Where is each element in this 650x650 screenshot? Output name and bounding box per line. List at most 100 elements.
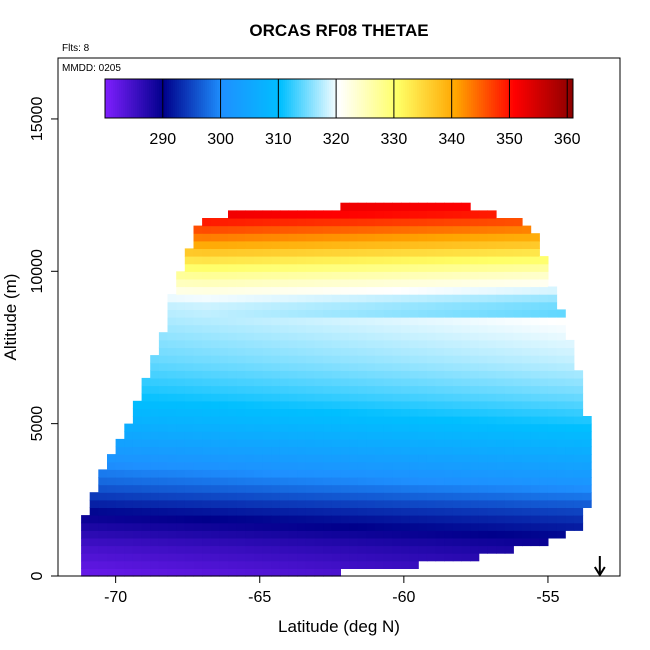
heatmap-cell [383,347,393,356]
heatmap-cell [392,377,402,387]
heatmap-cell [522,431,532,440]
heatmap-cell [383,240,393,249]
heatmap-cell [426,286,437,295]
heatmap-cell [340,370,350,379]
heatmap-cell [219,560,229,569]
heatmap-cell [271,507,281,516]
heatmap-cell [366,553,376,562]
heatmap-cell [150,446,160,455]
heatmap-cell [340,530,350,539]
heatmap-cell [184,317,194,326]
colorbar-swatch [443,79,446,118]
heatmap-cell [314,560,324,569]
heatmap-cell [504,408,514,417]
heatmap-cell [487,492,497,501]
heatmap-cell [357,263,367,272]
heatmap-cell [167,431,177,440]
heatmap-cell [530,286,540,295]
colorbar-swatch [339,79,342,118]
heatmap-cell [184,355,194,364]
heatmap-cell [150,492,160,501]
heatmap-cell [513,248,523,257]
heatmap-cell [478,294,488,303]
heatmap-cell [158,499,169,508]
heatmap-cell [366,218,376,227]
heatmap-cell [228,477,238,486]
colorbar-swatch [445,79,448,118]
colorbar-swatch [151,79,154,118]
heatmap-cell [193,560,203,569]
heatmap-cell [158,438,169,448]
colorbar-swatch [481,79,484,118]
heatmap-cell [176,484,186,493]
heatmap-cell [444,515,454,524]
heatmap-cell [426,263,437,272]
heatmap-cell [504,416,514,425]
heatmap-cell [366,393,376,402]
heatmap-cell [202,347,212,356]
heatmap-cell [288,553,298,562]
colorbar-swatch [113,79,116,118]
colorbar-swatch [177,79,180,118]
colorbar-swatch [365,79,368,118]
heatmap-cell [513,240,523,249]
heatmap-cell [271,431,281,440]
heatmap-cell [340,522,350,531]
heatmap-cell [98,560,108,569]
heatmap-cell [461,324,471,333]
heatmap-cell [547,347,558,356]
heatmap-cell [176,431,186,440]
heatmap-cell [262,393,272,402]
heatmap-cell [193,301,203,310]
heatmap-cell [349,218,359,227]
heatmap-cell [530,339,540,349]
heatmap-cell [513,522,523,531]
heatmap-cell [98,507,108,516]
heatmap-cell [297,385,307,394]
heatmap-cell [228,416,238,425]
heatmap-cell [193,317,203,326]
heatmap-cell [245,210,255,219]
heatmap-cell [305,545,316,554]
heatmap-cell [401,294,411,303]
heatmap-cell [184,248,194,257]
heatmap-cell [383,233,393,242]
heatmap-cell [539,431,549,440]
heatmap-cell [297,522,307,531]
heatmap-cell [478,309,488,318]
heatmap-cell [193,377,203,387]
heatmap-cell [228,294,238,303]
heatmap-cell [375,499,385,508]
heatmap-cell [184,522,194,531]
heatmap-cell [426,553,437,562]
heatmap-cell [236,309,246,318]
heatmap-cell [297,545,307,554]
heatmap-cell [340,515,350,524]
heatmap-cell [426,240,437,249]
heatmap-cell [288,210,298,219]
heatmap-cell [297,499,307,508]
heatmap-cell [245,301,255,310]
heatmap-cell [323,446,333,455]
heatmap-cell [158,393,169,402]
heatmap-cell [522,286,532,295]
heatmap-cell [297,294,307,303]
heatmap-cell [357,469,367,478]
heatmap-cell [115,484,125,493]
heatmap-cell [184,454,194,463]
heatmap-cell [504,515,514,524]
heatmap-cell [426,454,437,463]
heatmap-cell [426,370,437,379]
heatmap-cell [401,400,411,409]
heatmap-cell [297,370,307,379]
heatmap-cell [547,484,558,493]
heatmap-cell [184,530,194,539]
heatmap-cell [202,248,212,257]
heatmap-cell [435,454,445,463]
heatmap-cell [331,317,341,326]
heatmap-cell [478,233,488,242]
heatmap-cell [314,545,324,554]
heatmap-cell [547,393,558,402]
heatmap-cell [349,560,359,569]
heatmap-cell [184,461,194,470]
